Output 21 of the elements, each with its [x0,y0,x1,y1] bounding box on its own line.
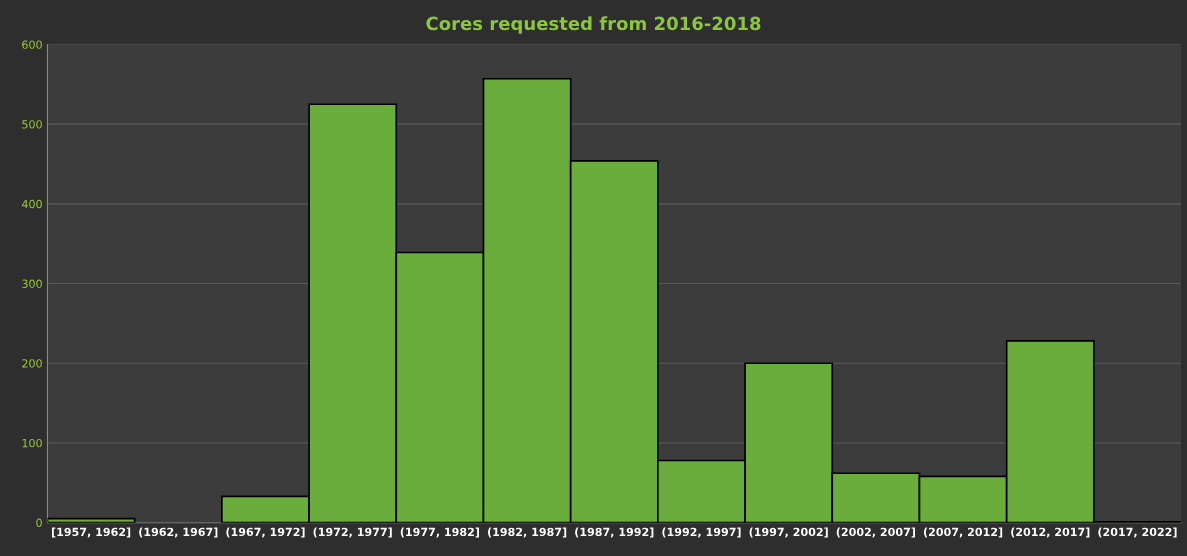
y-tick-label: 300 [22,279,42,288]
x-tick-label: (2007, 2012] [923,527,1003,538]
x-tick-label: (1987, 1992] [575,527,654,538]
y-tick-label: 100 [22,438,42,448]
x-tick-label: (2002, 2007] [836,527,915,538]
x-tick-label: (1962, 1967] [139,527,218,538]
x-tick-label: (2017, 2022] [1098,527,1177,538]
chart-title: Cores requested from 2016-2018 [426,16,761,34]
x-tick-label: [1957, 1962] [51,527,131,538]
y-tick-label: 400 [21,199,42,209]
y-tick-label: 500 [22,120,42,129]
x-tick-label: (1992, 1997] [662,527,741,538]
x-tick-label: (1967, 1972] [226,527,305,538]
y-tick-label: 600 [22,40,42,49]
x-tick-label: (2012, 2017] [1011,527,1090,538]
x-tick-label: (1972, 1977] [313,527,392,538]
x-tick-label: (1982, 1987] [487,527,567,538]
x-tick-label: (1977, 1982] [400,527,479,538]
x-tick-label: (1997, 2002] [749,527,828,538]
y-tick-label: 200 [22,359,42,368]
y-tick-label: 0 [36,518,42,528]
